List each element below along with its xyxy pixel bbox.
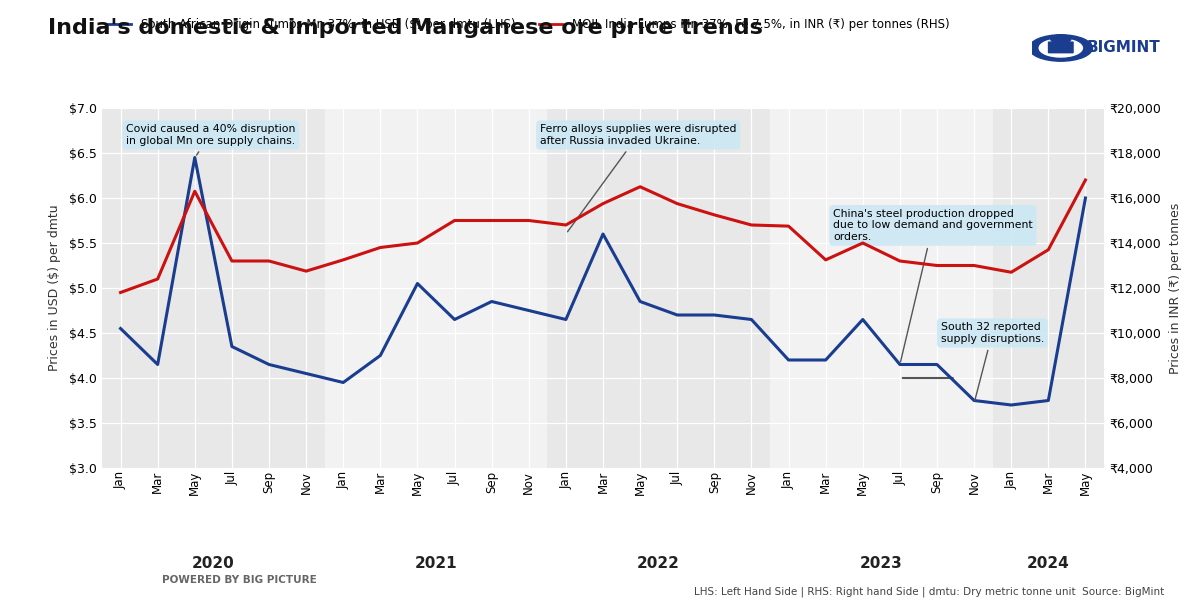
Text: 2021: 2021 [415, 557, 457, 571]
Text: South 32 reported
supply disruptions.: South 32 reported supply disruptions. [941, 322, 1044, 401]
Bar [547, 108, 770, 468]
Text: India's domestic & imported Manganese ore price trends: India's domestic & imported Manganese or… [48, 18, 763, 38]
Legend: South African Origin Lumps Mn 37%, in USD ($) per dmtu (LHS), MOIL India Lumps M: South African Origin Lumps Mn 37%, in US… [103, 13, 954, 35]
Circle shape [1030, 35, 1092, 61]
Bar [325, 108, 547, 468]
Text: 2022: 2022 [637, 557, 680, 571]
Bar [770, 108, 992, 468]
Bar [992, 108, 1104, 468]
Text: BIGMINT: BIGMINT [1087, 40, 1160, 55]
Circle shape [1039, 39, 1082, 57]
Y-axis label: Prices in USD ($) per dmtu: Prices in USD ($) per dmtu [48, 205, 61, 371]
Text: 2020: 2020 [192, 557, 235, 571]
Y-axis label: Prices in INR (₹) per tonnes: Prices in INR (₹) per tonnes [1169, 202, 1182, 374]
Text: China's steel production dropped
due to low demand and government
orders.: China's steel production dropped due to … [833, 209, 1033, 362]
Text: POWERED BY BIG PICTURE: POWERED BY BIG PICTURE [162, 575, 317, 585]
Bar [102, 108, 325, 468]
Text: Covid caused a 40% disruption
in global Mn ore supply chains.: Covid caused a 40% disruption in global … [126, 124, 295, 155]
Circle shape [1051, 35, 1070, 43]
Text: 2023: 2023 [860, 557, 902, 571]
Text: 2024: 2024 [1027, 557, 1069, 571]
Text: LHS: Left Hand Side | RHS: Right hand Side | dmtu: Dry metric tonne unit  Source: LHS: Left Hand Side | RHS: Right hand Si… [694, 587, 1164, 597]
FancyBboxPatch shape [1048, 41, 1074, 53]
Text: Ferro alloys supplies were disrupted
after Russia invaded Ukraine.: Ferro alloys supplies were disrupted aft… [540, 124, 737, 232]
